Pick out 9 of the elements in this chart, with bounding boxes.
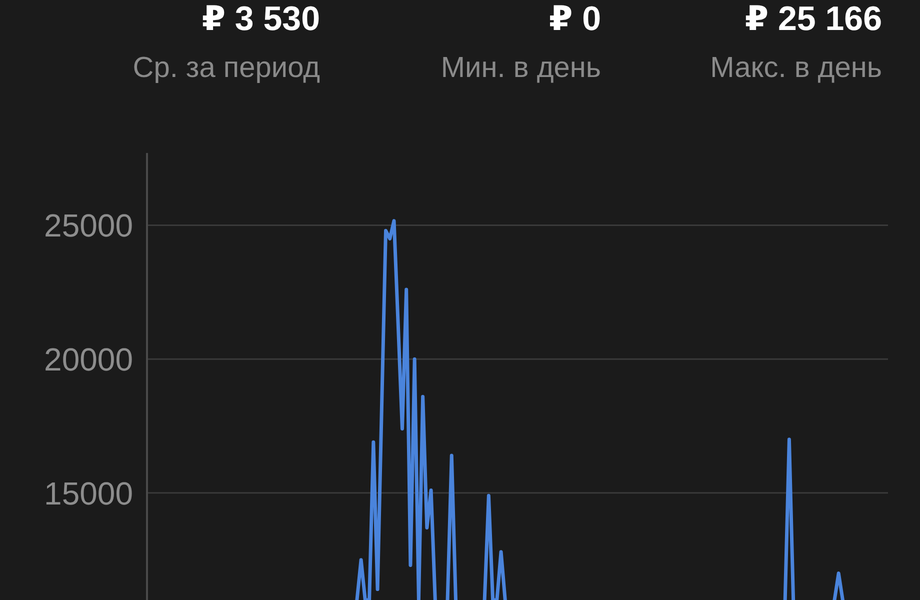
text: Макс. в день	[710, 52, 882, 84]
y-tick-label: 20000	[44, 341, 133, 378]
text: ₽ 3 530	[202, 0, 320, 38]
text: ₽ 0	[548, 0, 601, 38]
text: Ср. за период	[132, 52, 320, 84]
text: Мин. в день	[440, 52, 601, 84]
y-tick-label: 15000	[44, 475, 133, 512]
y-tick-label: 25000	[44, 208, 133, 244]
text: ₽ 25 166	[744, 0, 882, 38]
